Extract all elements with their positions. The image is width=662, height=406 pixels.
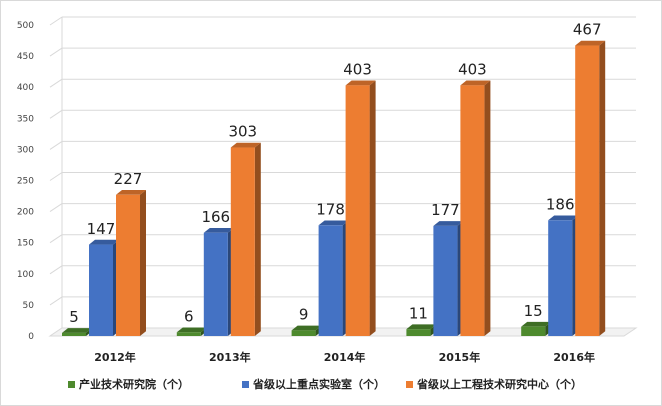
bar-s1-c4 [548,220,573,336]
bar-s2-c1 [230,147,255,336]
legend-item-engineering-centers: 省级以上工程技术研究中心（个） [406,374,582,394]
y-tick-label-250: 250 [17,177,34,187]
bar-top-s2-c2 [345,80,376,86]
bar-s1-c2 [318,225,343,336]
legend-label-industry-institutes: 产业技术研究院（个） [79,378,189,391]
bar-top-s0-c3 [406,324,437,330]
x-tick-label-3: 2015年 [439,350,481,364]
y-tick-label-150: 150 [17,239,34,249]
legend-swatch-blue [242,380,249,388]
bar-s0-c0 [62,332,86,336]
data-label-s0-c4: 15 [524,302,543,320]
gridline-side-350 [49,109,63,119]
bar-s0-c3 [406,329,431,336]
legend: 产业技术研究院（个） 省级以上重点实验室（个） 省级以上工程技术研究中心（个） [0,374,662,394]
bar-top-s1-c1 [203,227,234,233]
gridline-side-50 [49,296,63,306]
bar-top-s1-c3 [433,221,464,226]
data-label-s2-c1: 303 [228,123,257,141]
bar-s1-c1 [203,232,228,336]
y-tick-label-200: 200 [17,208,34,218]
bar-top-s2-c1 [230,142,261,148]
data-label-s0-c0: 5 [69,308,79,326]
data-label-s0-c1: 6 [184,307,194,325]
legend-swatch-orange [406,380,413,388]
y-tick-label-450: 450 [17,52,34,62]
data-label-s1-c4: 186 [546,196,575,214]
gridline-side-200 [49,203,63,213]
y-tick-label-300: 300 [17,145,34,155]
bar-s0-c1 [176,332,201,336]
gridline-side-450 [49,47,63,57]
bar-top-s0-c0 [62,328,92,333]
bar-top-s0-c4 [521,321,552,327]
gridline-side-150 [49,234,63,244]
bar-s2-c2 [345,85,370,336]
bar-s2-c3 [460,85,485,336]
bar-s2-c0 [116,194,140,336]
bar-side-s2-c3 [484,80,491,336]
y-tick-label-50: 50 [23,301,35,311]
bar-side-s2-c0 [140,190,146,336]
bar-side-s2-c1 [254,142,261,336]
y-tick-label-350: 350 [17,114,34,124]
bar-s1-c0 [89,244,113,336]
bar-top-s2-c3 [460,80,491,86]
legend-swatch-green [68,380,75,388]
x-tick-label-1: 2013年 [209,350,251,364]
data-label-s1-c1: 166 [201,208,230,226]
bar-top-s2-c4 [575,40,606,46]
y-tick-label-400: 400 [17,83,34,93]
bar-side-s2-c2 [369,80,376,336]
bar-s2-c4 [575,45,600,336]
data-label-s2-c0: 227 [114,170,143,188]
y-tick-label-0: 0 [28,332,34,342]
bar-top-s0-c2 [291,325,322,331]
legend-item-industry-institutes: 产业技术研究院（个） [68,374,189,394]
data-label-s1-c3: 177 [431,201,460,219]
x-tick-label-2: 2014年 [324,350,366,364]
gridline-side-300 [49,140,63,150]
bar-top-s1-c0 [89,239,119,245]
legend-label-engineering-centers: 省级以上工程技术研究中心（个） [417,378,582,391]
gridline-side-250 [49,172,63,181]
bar-top-s0-c1 [176,327,207,333]
data-label-s1-c0: 147 [87,220,116,238]
data-label-s0-c2: 9 [299,306,309,324]
gridline-side-100 [49,265,63,275]
legend-label-key-labs: 省级以上重点实验室（个） [253,378,385,391]
data-label-s1-c2: 178 [316,200,345,218]
gridline-side-400 [49,78,63,88]
x-tick-label-0: 2012年 [94,350,136,364]
gridline-side-500 [49,16,63,26]
x-tick-label-4: 2016年 [553,350,595,364]
y-tick-label-100: 100 [17,270,34,280]
data-label-s2-c3: 403 [458,61,487,79]
legend-item-key-labs: 省级以上重点实验室（个） [242,374,385,394]
data-label-s2-c2: 403 [343,61,372,79]
bar-side-s2-c4 [599,40,606,336]
y-tick-label-500: 500 [17,21,34,31]
bar-s1-c3 [433,225,458,336]
data-label-s2-c4: 467 [573,21,602,39]
data-label-s0-c3: 11 [409,304,428,322]
bar-s0-c2 [291,330,316,336]
bar-s0-c4 [521,326,546,336]
bar-top-s1-c2 [318,220,349,226]
bar-top-s2-c0 [116,190,146,195]
bar-top-s1-c4 [548,215,579,221]
